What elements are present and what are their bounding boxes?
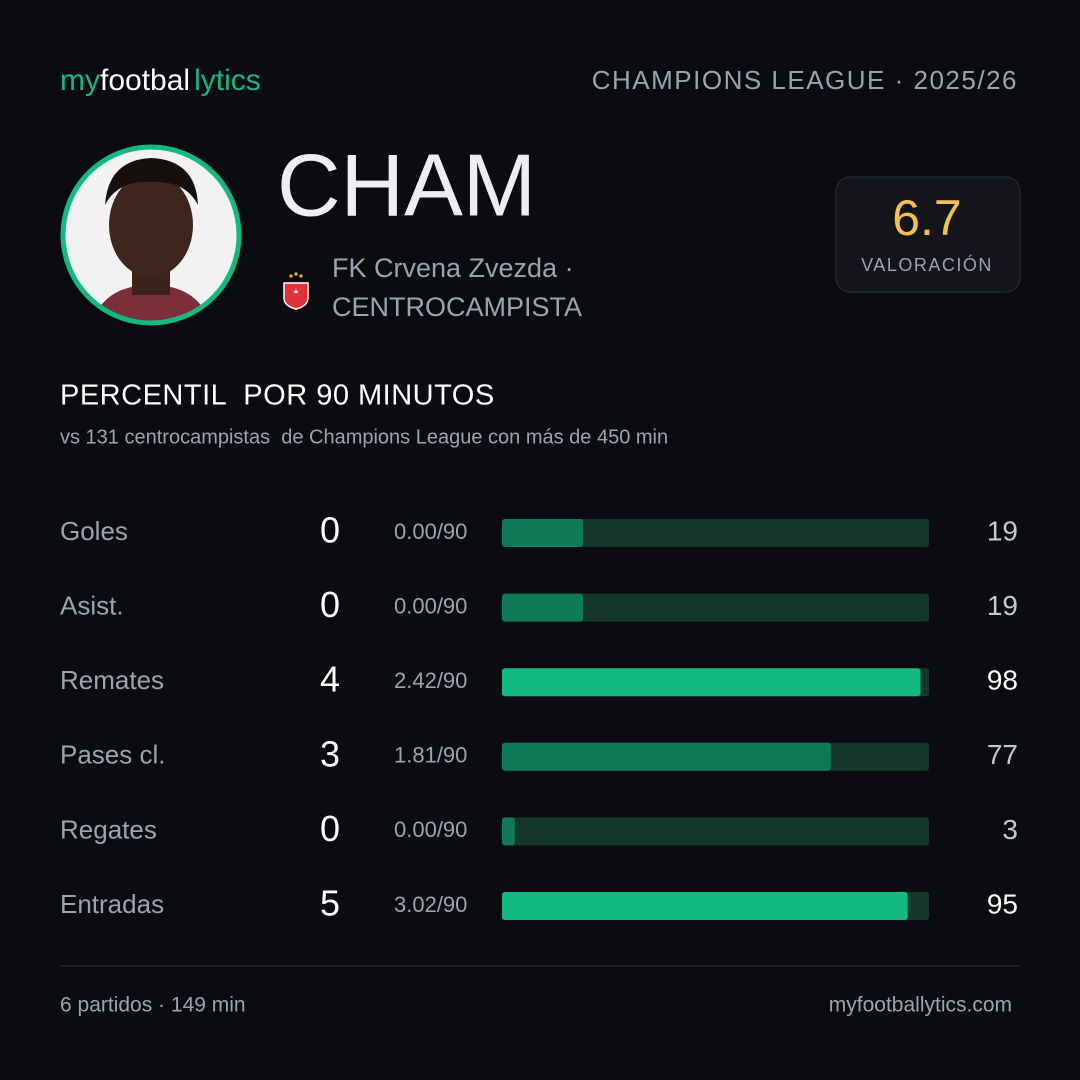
stat-label: Pases cl. [60, 740, 166, 770]
stats: Goles 0 0.00/90 19 Asist. 0 0.00/90 19 Remates 4 2… [60, 510, 1018, 924]
stat-percentile: 3 [1002, 814, 1018, 845]
logo-part: lytics [194, 64, 261, 97]
bar [502, 817, 515, 846]
logo: myfootbal lytics [60, 64, 261, 97]
bar [502, 892, 908, 920]
team: FK Crvena Zvezda · [332, 253, 574, 283]
stat-label: Entradas [60, 889, 164, 919]
bar-track [502, 593, 929, 622]
stat-count: 4 [320, 659, 340, 700]
bar [502, 519, 584, 547]
team-crest [283, 272, 309, 310]
bar-track [502, 519, 929, 547]
section-subtitle: vs 131 centrocampistas de Champions Leag… [60, 426, 668, 448]
bar [502, 668, 921, 697]
stat-count: 3 [320, 733, 340, 774]
bar-track [502, 817, 929, 846]
stat-label: Remates [60, 665, 164, 695]
player-name: CHAM [277, 135, 536, 234]
stat-per90: 0.00/90 [394, 593, 467, 618]
stat-per90: 2.42/90 [394, 668, 467, 693]
stat-count: 0 [320, 510, 340, 551]
stat-percentile: 19 [987, 515, 1018, 546]
stat-count: 5 [320, 883, 340, 924]
stat-count: 0 [320, 808, 340, 849]
stat-label: Regates [60, 814, 157, 844]
stat-per90: 0.00/90 [394, 519, 467, 544]
stat-per90: 3.02/90 [394, 892, 467, 917]
logo-part: my [60, 64, 100, 97]
stat-percentile: 77 [987, 739, 1018, 770]
stat-label: Goles [60, 516, 128, 546]
rating-value: 6.7 [892, 190, 962, 246]
section-title: PERCENTIL POR 90 MINUTOS [60, 380, 495, 412]
footer-site: myfootballytics.com [829, 994, 1012, 1017]
bar [502, 742, 831, 771]
stat-percentile: 19 [987, 590, 1018, 621]
position: CENTROCAMPISTA [332, 292, 582, 322]
footer-summary: 6 partidos · 149 min [60, 994, 246, 1017]
stat-label: Asist. [60, 590, 124, 620]
rating-box [835, 176, 1021, 293]
stat-count: 0 [320, 584, 340, 625]
stat-per90: 1.81/90 [394, 743, 467, 768]
player-photo [60, 144, 242, 326]
stat-per90: 0.00/90 [394, 817, 467, 842]
rating-label: VALORACIÓN [861, 254, 993, 275]
stat-percentile: 95 [987, 888, 1018, 919]
logo-part: footbal [100, 64, 190, 97]
bar [502, 593, 584, 622]
competition: CHAMPIONS LEAGUE · 2025/26 [592, 65, 1018, 95]
stat-percentile: 98 [987, 665, 1018, 696]
